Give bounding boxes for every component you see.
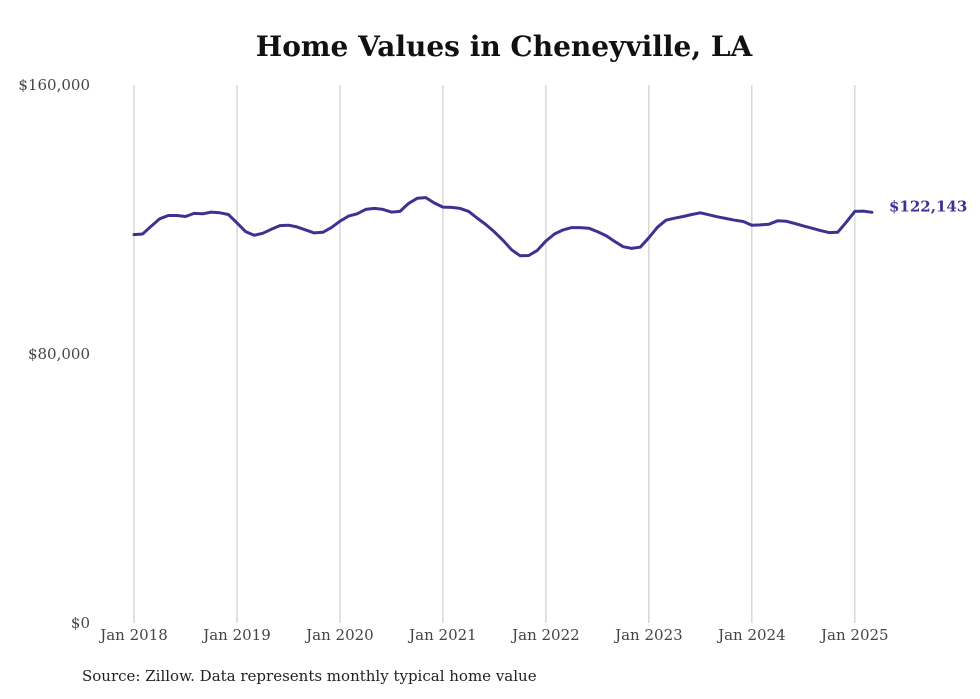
end-value-label: $122,143 bbox=[889, 197, 967, 215]
x-tick-label: Jan 2020 bbox=[304, 626, 374, 644]
y-tick-label: $0 bbox=[71, 614, 90, 632]
gridlines bbox=[133, 85, 856, 623]
home-value-line bbox=[132, 196, 874, 258]
x-tick-label: Jan 2022 bbox=[510, 626, 580, 644]
x-tick-label: Jan 2025 bbox=[819, 626, 889, 644]
source-note: Source: Zillow. Data represents monthly … bbox=[82, 667, 537, 685]
y-axis-labels: $0 $80,000 $160,000 bbox=[18, 76, 90, 632]
chart-plot: $0$80,000$160,000 Jan 2018 Jan 2019 Jan 20… bbox=[18, 76, 967, 644]
x-tick-label: Jan 2018 bbox=[98, 626, 168, 644]
x-tick-label: Jan 2024 bbox=[716, 626, 786, 644]
y-tick-label: $80,000 bbox=[28, 345, 90, 363]
x-tick-label: Jan 2021 bbox=[407, 626, 477, 644]
x-tick-label: Jan 2019 bbox=[201, 626, 271, 644]
y-tick-label: $160,000 bbox=[18, 76, 90, 94]
x-tick-label: Jan 2023 bbox=[613, 626, 683, 644]
chart-title: Home Values in Cheneyville, LA bbox=[255, 30, 753, 63]
x-axis-labels: Jan 2018 Jan 2019 Jan 2020 Jan 2021 Jan 2022… bbox=[98, 626, 888, 644]
